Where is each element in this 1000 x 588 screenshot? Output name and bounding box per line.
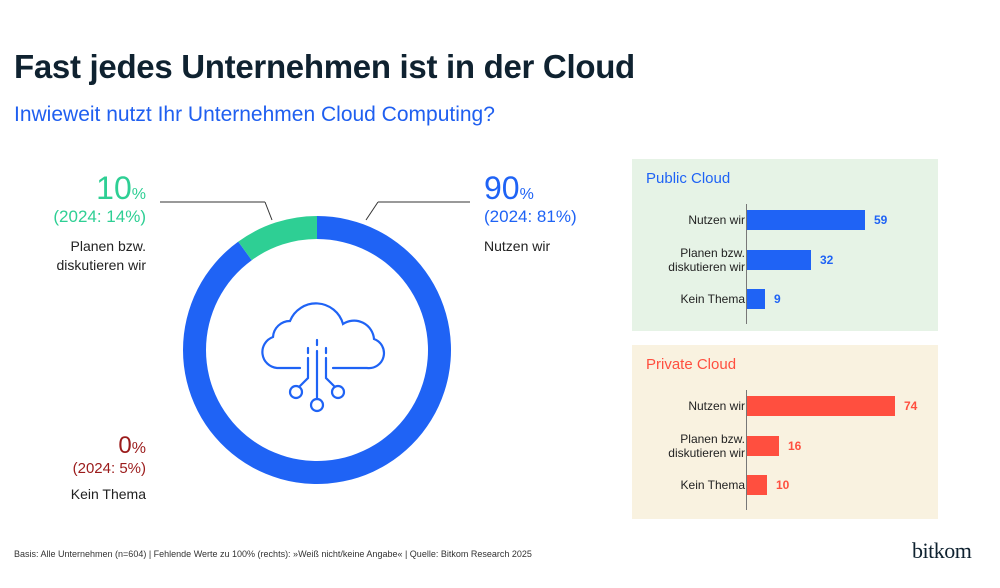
slice-planen xyxy=(238,216,317,261)
label-line: Planen bzw. xyxy=(680,432,745,446)
prev-planen: (2024: 14%) xyxy=(53,207,146,226)
footer-source: Basis: Alle Unternehmen (n=604) | Fehlen… xyxy=(14,549,532,559)
bar-category-label: Planen bzw. diskutieren wir xyxy=(668,246,745,274)
bar-category-label: Nutzen wir xyxy=(688,399,745,413)
label-line: diskutieren wir xyxy=(668,446,745,460)
bar-category-label: Kein Thema xyxy=(681,478,745,492)
label-planen: 10% (2024: 14%) Planen bzw. diskutieren … xyxy=(53,170,146,275)
page-title: Fast jedes Unternehmen ist in der Cloud xyxy=(14,48,635,85)
bar-value-label: 74 xyxy=(904,399,918,413)
bar xyxy=(747,289,765,309)
public-cloud-panel: Public Cloud Nutzen wir 59 Planen bzw. disk… xyxy=(632,159,938,331)
label-text-kein-thema: Kein Thema xyxy=(70,486,146,502)
bar-value-label: 10 xyxy=(776,478,790,492)
label-line: Kein Thema xyxy=(680,478,745,492)
bar-value-label: 32 xyxy=(820,253,834,267)
bar-category-label: Planen bzw. diskutieren wir xyxy=(668,432,745,460)
bar xyxy=(747,396,895,416)
unit-planen: % xyxy=(131,186,146,203)
panel-title: Private Cloud xyxy=(646,356,737,373)
label-kein-thema: 0% (2024: 5%) Kein Thema xyxy=(71,432,146,504)
bar-value-label: 59 xyxy=(874,213,888,227)
bar-value-label: 16 xyxy=(788,439,802,453)
prev-nutzen: (2024: 81%) xyxy=(484,207,577,226)
bar xyxy=(747,436,779,456)
label-nutzen: 90% (2024: 81%) Nutzen wir xyxy=(484,170,577,256)
label-line: Planen bzw. xyxy=(70,238,147,254)
value-kein-thema: 0 xyxy=(118,432,132,459)
value-nutzen: 90 xyxy=(484,170,520,206)
label-text-planen: Planen bzw. diskutieren wir xyxy=(53,237,146,275)
axis-line xyxy=(746,204,747,324)
bar-value-label: 9 xyxy=(774,292,781,306)
unit-nutzen: % xyxy=(519,186,534,203)
label-text-nutzen: Nutzen wir xyxy=(484,238,551,254)
label-line: diskutieren wir xyxy=(668,260,745,274)
label-line: diskutieren wir xyxy=(56,257,146,273)
axis-line xyxy=(746,390,747,510)
bar xyxy=(747,210,865,230)
bar xyxy=(747,475,767,495)
panel-title: Public Cloud xyxy=(646,170,731,187)
label-line: Nutzen wir xyxy=(688,213,745,227)
label-line: Nutzen wir xyxy=(688,399,745,413)
value-planen: 10 xyxy=(96,170,132,206)
leader-line-nutzen-diag xyxy=(365,201,379,221)
page-subtitle: Inwieweit nutzt Ihr Unternehmen Cloud Co… xyxy=(14,103,495,126)
cloud-network-icon xyxy=(261,302,386,413)
unit-kein-thema: % xyxy=(131,440,146,457)
private-cloud-panel: Private Cloud Nutzen wir 74 Planen bzw. dis… xyxy=(632,345,938,519)
label-line: Kein Thema xyxy=(680,292,745,306)
label-line: Planen bzw. xyxy=(680,246,745,260)
bar-category-label: Kein Thema xyxy=(681,292,745,306)
bitkom-logo: bitkom xyxy=(912,538,972,563)
bar xyxy=(747,250,811,270)
donut-chart xyxy=(160,201,470,484)
bar-category-label: Nutzen wir xyxy=(688,213,745,227)
prev-kein-thema: (2024: 5%) xyxy=(72,460,146,477)
leader-line-planen-diag xyxy=(264,201,273,221)
